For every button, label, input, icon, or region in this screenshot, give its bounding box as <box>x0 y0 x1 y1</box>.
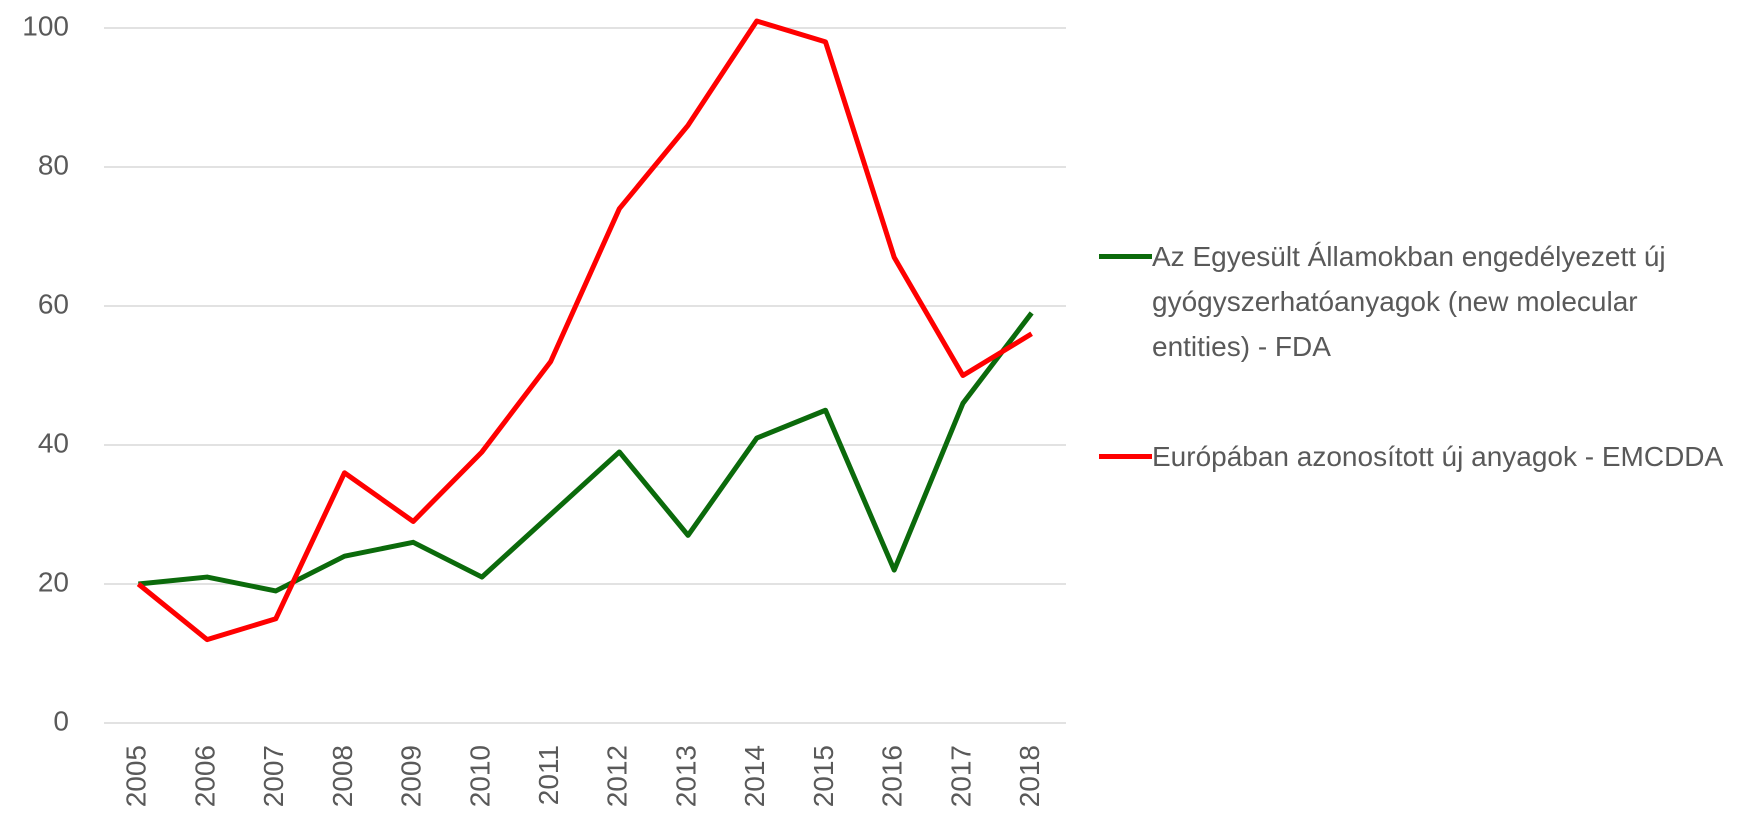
x-tick-label: 2006 <box>189 745 220 807</box>
x-tick-label: 2018 <box>1014 745 1045 807</box>
x-tick-label: 2008 <box>327 745 358 807</box>
x-tick-label: 2011 <box>533 745 564 805</box>
x-tick-label: 2010 <box>464 745 495 807</box>
x-tick-label: 2012 <box>602 745 633 807</box>
x-tick-label: 2009 <box>396 745 427 807</box>
y-tick-label: 60 <box>38 288 69 319</box>
legend-item: Európában azonosított új anyagok - EMCDD… <box>1099 434 1745 479</box>
y-tick-label: 100 <box>22 10 69 41</box>
legend-label: Európában azonosított új anyagok - EMCDD… <box>1152 441 1724 472</box>
legend-item: Az Egyesült Államokban engedélyezett új … <box>1099 234 1745 369</box>
y-tick-label: 0 <box>53 705 69 736</box>
x-tick-label: 2014 <box>739 745 770 807</box>
y-tick-label: 40 <box>38 427 69 458</box>
series-line <box>138 311 1034 594</box>
legend-swatch <box>1099 454 1152 459</box>
legend-swatch <box>1099 254 1152 259</box>
x-tick-label: 2017 <box>945 745 976 807</box>
x-tick-label: 2015 <box>808 745 839 807</box>
x-tick-label: 2005 <box>121 745 152 807</box>
x-tick-label: 2007 <box>258 745 289 807</box>
y-tick-label: 20 <box>38 566 69 597</box>
x-tick-label: 2016 <box>877 745 908 807</box>
y-tick-label: 80 <box>38 149 69 180</box>
legend-label: Az Egyesült Államokban engedélyezett új … <box>1152 241 1666 362</box>
series-line <box>136 18 1033 643</box>
x-tick-label: 2013 <box>670 745 701 807</box>
